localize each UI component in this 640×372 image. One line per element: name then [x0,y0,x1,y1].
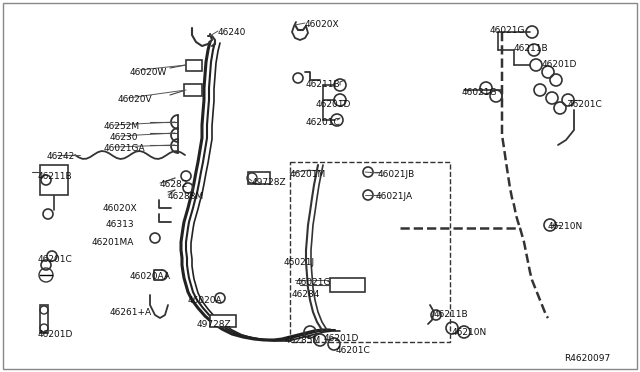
Text: 46020A: 46020A [188,296,223,305]
Bar [40,305,48,333]
Bar [330,278,365,292]
Text: 46020AA: 46020AA [130,272,171,281]
Text: 46020W: 46020W [130,68,168,77]
Text: 49728Z: 49728Z [252,178,287,187]
Text: 46313: 46313 [106,220,134,229]
Text: 46211B: 46211B [306,80,340,89]
Bar [210,315,236,327]
Text: 46201C: 46201C [568,100,603,109]
Text: 46230: 46230 [110,133,138,142]
Text: 46211B: 46211B [38,172,72,181]
Text: 46021G: 46021G [296,278,332,287]
Text: 46201M: 46201M [290,170,326,179]
Text: 46240: 46240 [218,28,246,37]
Bar [290,162,450,342]
Text: 46021G: 46021G [490,26,525,35]
Text: 46021GA: 46021GA [104,144,146,153]
Text: 46020X: 46020X [305,20,340,29]
Text: 46282: 46282 [160,180,188,189]
Text: 46021G: 46021G [462,88,497,97]
Text: 46201C: 46201C [336,346,371,355]
Text: 46261+A: 46261+A [110,308,152,317]
Text: 46020X: 46020X [103,204,138,213]
Bar [186,60,202,71]
Bar [40,165,68,195]
Text: 46285M: 46285M [285,336,321,345]
Text: 46210N: 46210N [452,328,487,337]
Text: 46201D: 46201D [38,330,74,339]
Text: 46284: 46284 [292,290,321,299]
Text: 46211B: 46211B [434,310,468,319]
Text: 46201C: 46201C [306,118,340,127]
Text: 46211B: 46211B [514,44,548,53]
Text: 46201MA: 46201MA [92,238,134,247]
Text: 46201C: 46201C [38,255,73,264]
Text: 46021JB: 46021JB [378,170,415,179]
Bar [248,172,270,184]
Text: 46201D: 46201D [316,100,351,109]
Text: 46021JA: 46021JA [376,192,413,201]
Text: 46021J: 46021J [284,258,315,267]
Bar [184,84,202,96]
Text: 46201D: 46201D [324,334,360,343]
Text: 46242: 46242 [47,152,76,161]
Text: 46201D: 46201D [542,60,577,69]
Text: 46288M: 46288M [168,192,204,201]
Text: 46210N: 46210N [548,222,583,231]
Text: R4620097: R4620097 [564,354,611,363]
Text: 49728Z: 49728Z [197,320,232,329]
Text: 46252M: 46252M [104,122,140,131]
Text: 46020V: 46020V [118,95,152,104]
